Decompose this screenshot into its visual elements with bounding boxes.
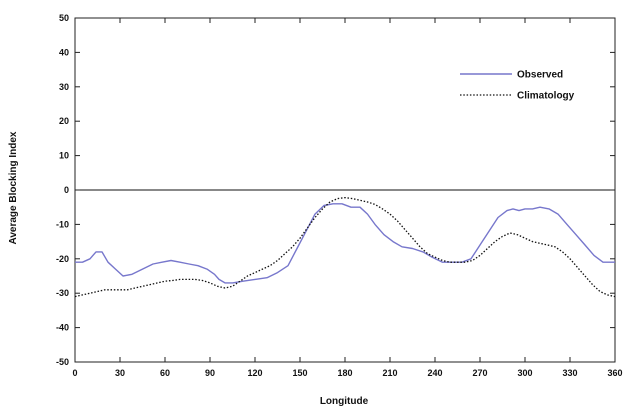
y-tick-label: 20	[59, 116, 69, 126]
y-tick-label: 30	[59, 82, 69, 92]
legend-label-climatology: Climatology	[517, 91, 575, 102]
y-tick-label: -30	[56, 288, 69, 298]
y-tick-label: 10	[59, 151, 69, 161]
y-tick-label: 40	[59, 47, 69, 57]
x-tick-label: 270	[472, 368, 487, 378]
series-line-observed	[75, 203, 615, 284]
y-tick-label: -20	[56, 254, 69, 264]
x-tick-label: 30	[115, 368, 125, 378]
x-tick-label: 210	[382, 368, 397, 378]
legend-label-observed: Observed	[517, 70, 563, 81]
plot-area: -50 -40 -30 -20 -10 0 10 20 30 40 50 0 30 60 90 120 150 1…	[56, 13, 623, 378]
y-tick-label: 0	[64, 185, 69, 195]
y-tick-label: -10	[56, 219, 69, 229]
x-tick-label: 300	[517, 368, 532, 378]
x-tick-label: 150	[292, 368, 307, 378]
y-tick-label: 50	[59, 13, 69, 23]
y-axis-title: Average Blocking Index	[8, 131, 19, 244]
series-line-climatology	[74, 196, 616, 298]
x-tick-label: 120	[247, 368, 262, 378]
x-tick-label: 180	[337, 368, 352, 378]
x-axis-title: Longitude	[320, 396, 369, 407]
x-tick-label: 60	[160, 368, 170, 378]
y-tick-label: -40	[56, 323, 69, 333]
x-tick-label: 240	[427, 368, 442, 378]
y-tick-label: -50	[56, 357, 69, 367]
x-tick-label: 0	[72, 368, 77, 378]
x-tick-label: 90	[205, 368, 215, 378]
x-tick-label: 330	[562, 368, 577, 378]
x-tick-label: 360	[607, 368, 622, 378]
